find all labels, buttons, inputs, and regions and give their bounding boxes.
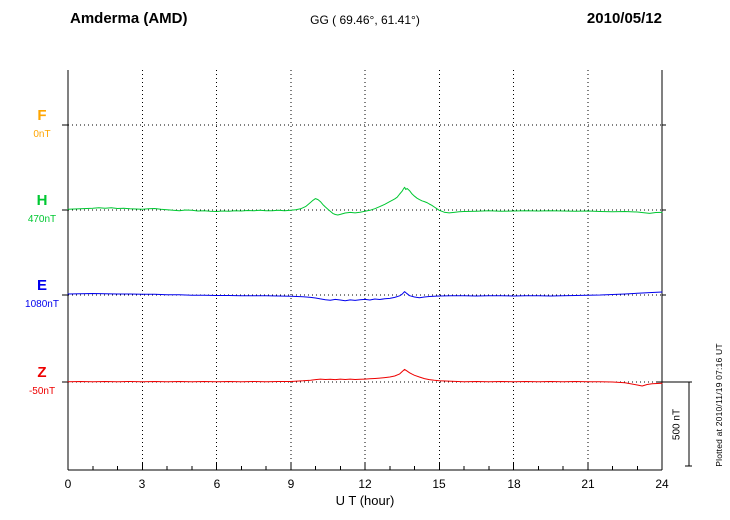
x-tick-18: 18 [507,477,521,491]
x-tick-15: 15 [432,477,446,491]
component-baseline-z: -50nT [28,386,56,397]
x-tick-3: 3 [138,477,146,491]
x-tick-24: 24 [655,477,669,491]
plot-date: 2010/05/12 [586,10,662,27]
scale-bar-label: 500 nT [671,408,683,441]
plotted-at-note: Plotted at 2010/11/19 07:16 UT [714,343,724,467]
geographic-coordinates: GG ( 69.46°, 61.41°) [310,13,420,27]
component-baseline-e: 1080nT [25,299,59,310]
station-title: Amderma (AMD) [70,10,188,27]
x-tick-6: 6 [213,477,221,491]
x-tick-9: 9 [287,477,295,491]
component-baseline-h: 470nT [27,214,57,225]
component-label-h: H [36,192,48,209]
x-tick-12: 12 [358,477,372,491]
component-label-f: F [37,107,47,124]
x-tick-21: 21 [581,477,595,491]
component-label-e: E [36,277,47,294]
x-axis-label: U T (hour) [335,493,395,508]
component-baseline-f: 0nT [33,129,51,140]
component-label-z: Z [37,364,47,381]
x-tick-0: 0 [64,477,72,491]
